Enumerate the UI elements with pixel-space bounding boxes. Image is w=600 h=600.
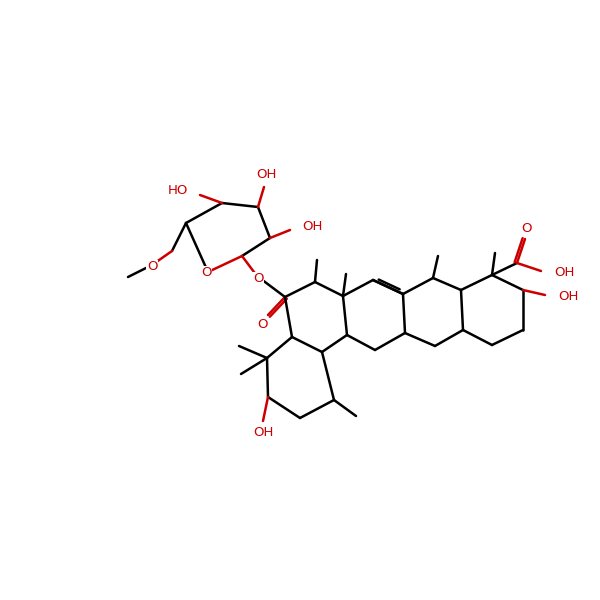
Text: O: O: [147, 260, 157, 274]
Text: OH: OH: [558, 290, 578, 304]
Text: O: O: [522, 221, 532, 235]
Text: HO: HO: [167, 185, 188, 197]
Text: O: O: [257, 319, 267, 331]
Text: O: O: [253, 272, 263, 286]
Text: O: O: [201, 266, 211, 280]
Text: OH: OH: [302, 220, 322, 232]
Text: OH: OH: [253, 427, 273, 439]
Text: OH: OH: [554, 266, 574, 280]
Text: OH: OH: [256, 169, 276, 181]
